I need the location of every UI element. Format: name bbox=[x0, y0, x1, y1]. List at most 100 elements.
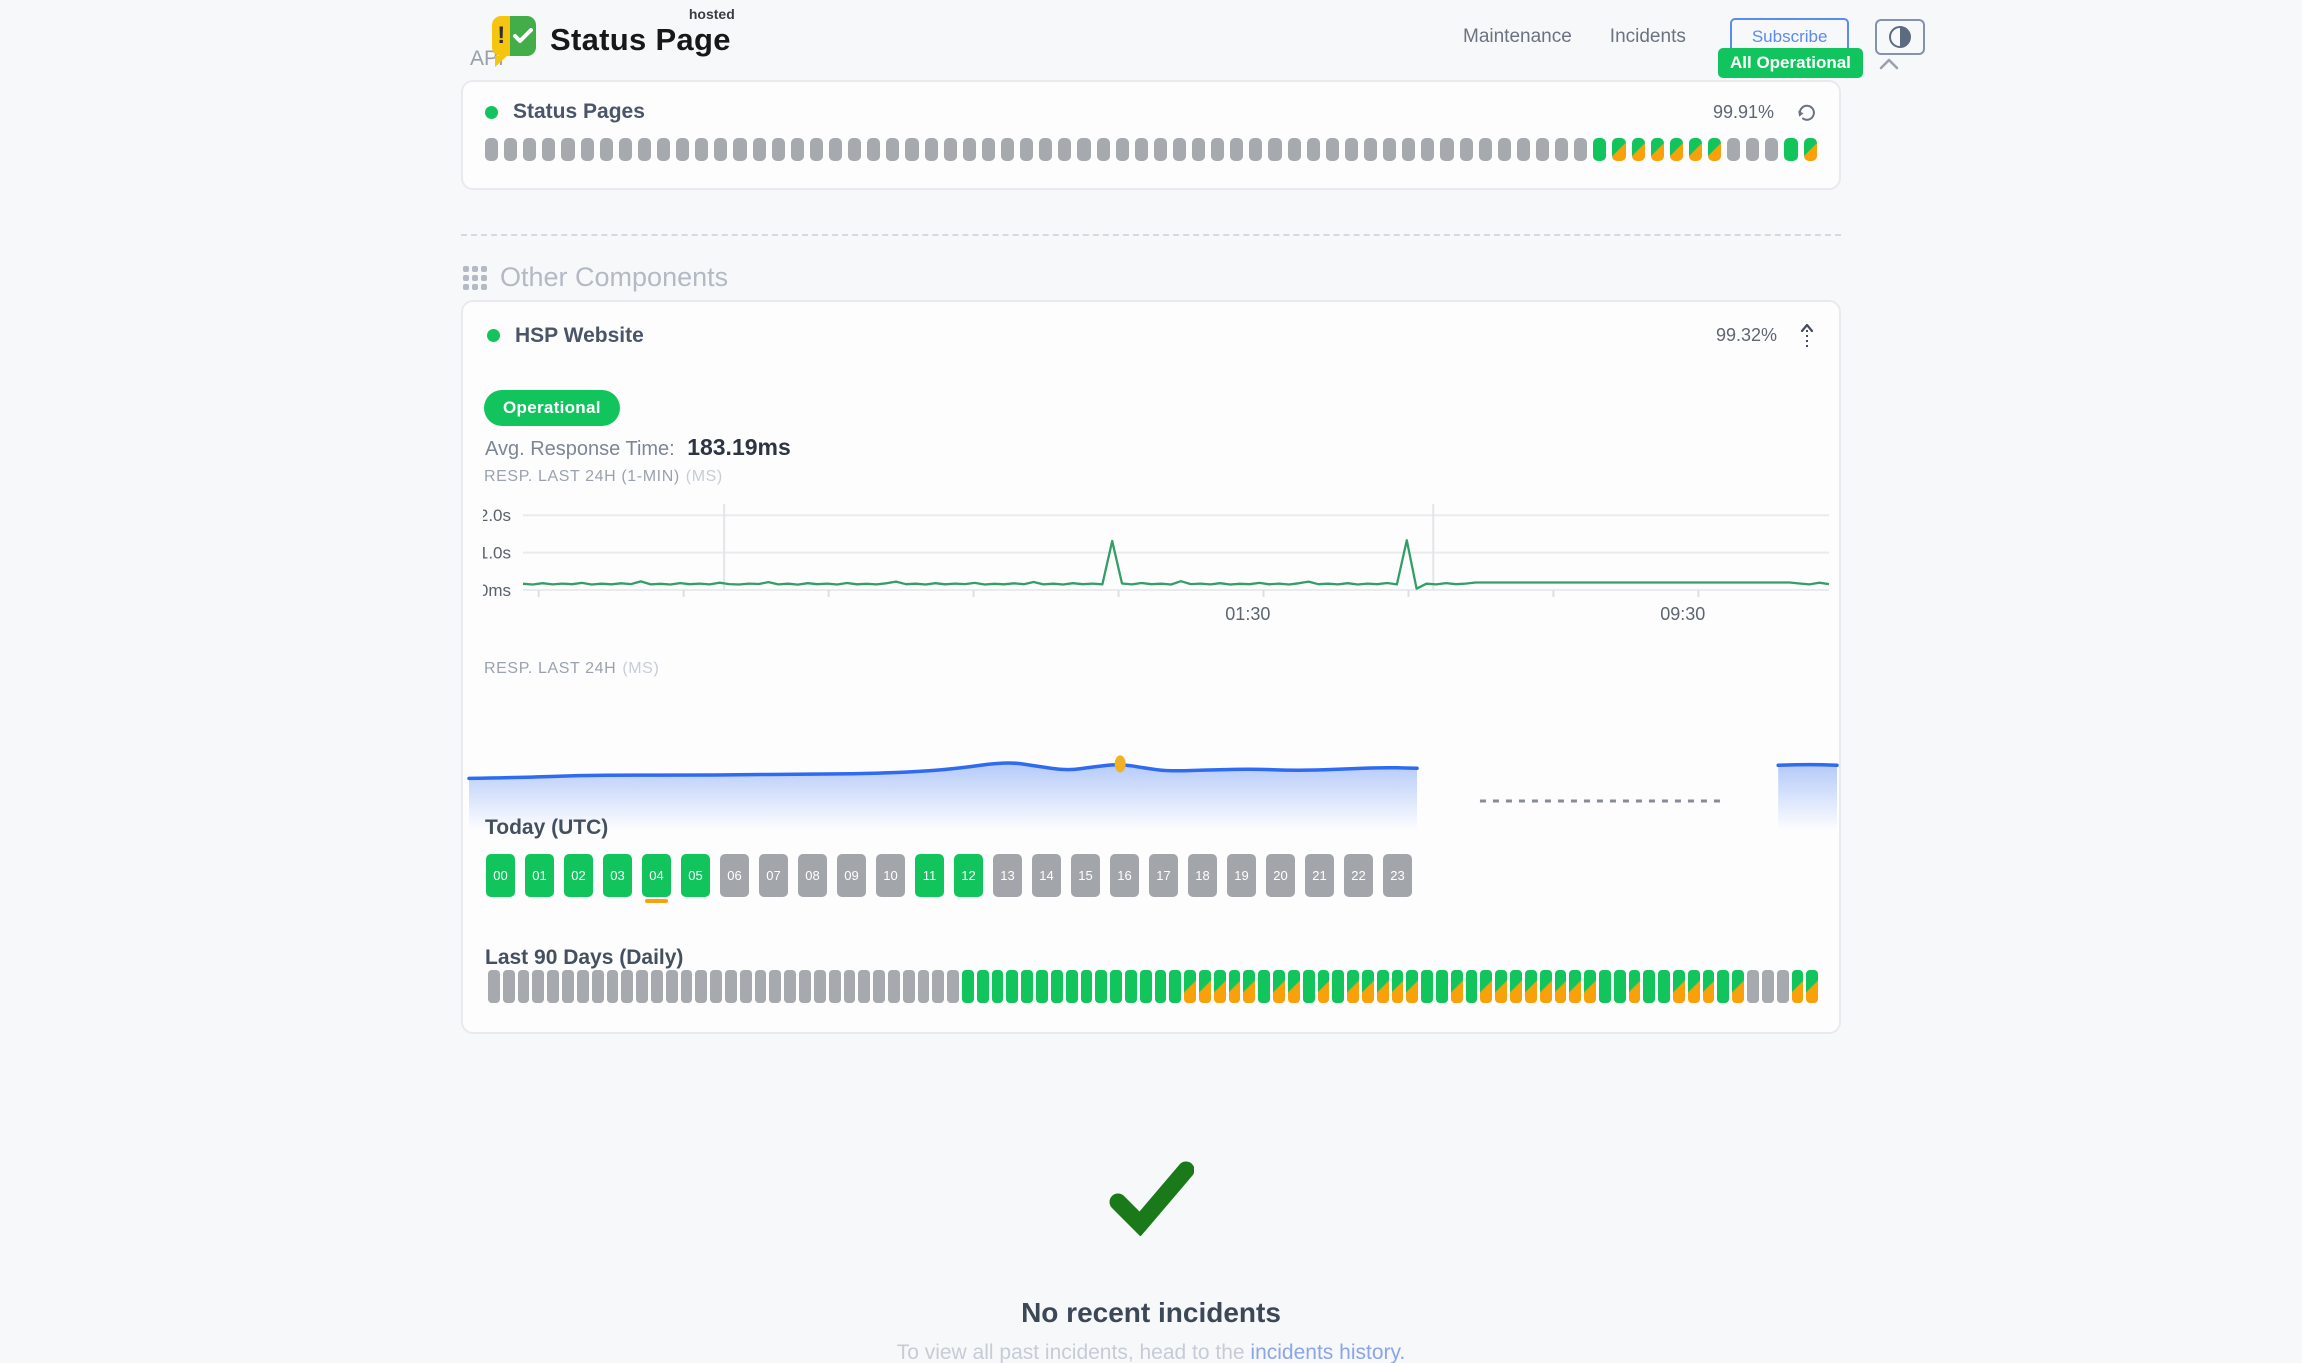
uptime-bar-nodata bbox=[1478, 138, 1492, 161]
last90-title: Last 90 Days (Daily) bbox=[485, 946, 684, 969]
svg-text:2.0s: 2.0s bbox=[483, 506, 511, 525]
day-bar-up bbox=[1021, 970, 1034, 1003]
day-bar-degraded bbox=[1806, 970, 1819, 1003]
day-bar-degraded bbox=[1732, 970, 1745, 1003]
day-bar-up bbox=[991, 970, 1004, 1003]
avg-response-row: Avg. Response Time: 183.19ms bbox=[485, 434, 791, 461]
svg-text:1.0s: 1.0s bbox=[483, 544, 511, 563]
section-title-other: Other Components bbox=[463, 262, 728, 293]
uptime-percentage: 99.32% bbox=[1715, 325, 1777, 345]
status-dot bbox=[487, 329, 500, 342]
uptime-bar-nodata bbox=[1287, 138, 1301, 161]
site-title-superscript: hosted bbox=[688, 6, 735, 22]
day-bar-degraded bbox=[1480, 970, 1493, 1003]
refresh-icon[interactable] bbox=[1796, 102, 1817, 123]
svg-text:09:30: 09:30 bbox=[1660, 604, 1705, 624]
hour-cell-08: 08 bbox=[798, 854, 827, 897]
hsp-website-card: HSP Website 99.32% Operational Avg. Resp… bbox=[461, 300, 1841, 1034]
theme-toggle-button[interactable] bbox=[1875, 19, 1926, 55]
hour-cell-19: 19 bbox=[1227, 854, 1256, 897]
day-bar-degraded bbox=[1361, 970, 1374, 1003]
uptime-bar-nodata bbox=[867, 138, 881, 161]
hour-cell-04: 04 bbox=[642, 854, 671, 903]
day-bar-up bbox=[1658, 970, 1670, 1003]
uptime-bar-up bbox=[1593, 138, 1607, 161]
response-time-line-chart: 0ms 1.0s 2.0s 01:30 09:30 bbox=[483, 504, 1830, 624]
uptime-bar-nodata bbox=[1383, 138, 1397, 161]
nav-maintenance[interactable]: Maintenance bbox=[1463, 26, 1572, 47]
day-bar-nodata bbox=[695, 970, 708, 1003]
uptime-bar-nodata bbox=[752, 138, 766, 161]
hour-cell-18: 18 bbox=[1188, 854, 1217, 897]
day-bar-nodata bbox=[650, 970, 663, 1003]
operational-badge: Operational bbox=[484, 390, 620, 426]
component-name: Status Pages bbox=[513, 100, 645, 123]
uptime-bar-nodata bbox=[695, 138, 709, 161]
hour-cell-06: 06 bbox=[720, 854, 749, 897]
nav-incidents[interactable]: Incidents bbox=[1609, 26, 1686, 47]
uptime-bar-nodata bbox=[1134, 138, 1148, 161]
uptime-bar-nodata bbox=[1497, 138, 1511, 161]
day-bar-up bbox=[1258, 970, 1271, 1003]
incidents-history-link[interactable]: incidents history. bbox=[1250, 1341, 1406, 1363]
uptime-bar-nodata bbox=[1364, 138, 1378, 161]
day-bar-nodata bbox=[547, 970, 560, 1003]
uptime-bar-nodata bbox=[981, 138, 995, 161]
check-bubble-icon bbox=[510, 16, 536, 56]
day-bar-nodata bbox=[932, 970, 945, 1003]
day-bar-nodata bbox=[843, 970, 856, 1003]
uptime-bar-nodata bbox=[828, 138, 843, 161]
day-bar-degraded bbox=[1450, 970, 1463, 1003]
hour-cell-21: 21 bbox=[1305, 854, 1334, 897]
svg-text:01:30: 01:30 bbox=[1225, 604, 1270, 624]
day-bar-nodata bbox=[769, 970, 782, 1003]
day-bar-up bbox=[1095, 970, 1108, 1003]
day-bar-nodata bbox=[799, 970, 811, 1003]
uptime-bar-nodata bbox=[886, 138, 900, 161]
day-bar-degraded bbox=[1199, 970, 1211, 1003]
hour-cell-10: 10 bbox=[876, 854, 905, 897]
svg-text:0ms: 0ms bbox=[483, 581, 511, 600]
day-bar-degraded bbox=[1628, 970, 1641, 1003]
day-bar-degraded bbox=[1495, 970, 1508, 1003]
uptime-bar-degraded bbox=[1669, 138, 1683, 161]
chart2-title: RESP. LAST 24H (MS) bbox=[484, 660, 660, 677]
day-bar-up bbox=[1050, 970, 1063, 1003]
logo-icon: ! bbox=[492, 16, 536, 67]
no-incidents-section: No recent incidents To view all past inc… bbox=[0, 1160, 2302, 1363]
arrow-up-dotted-icon[interactable] bbox=[1799, 322, 1815, 349]
uptime-bar-nodata bbox=[924, 138, 938, 161]
day-bar-nodata bbox=[517, 970, 530, 1003]
day-bar-nodata bbox=[488, 970, 500, 1003]
uptime-bar-nodata bbox=[542, 138, 556, 161]
uptime-bar-nodata bbox=[1096, 138, 1110, 161]
uptime-bar-nodata bbox=[905, 138, 919, 161]
status-dot bbox=[485, 105, 498, 119]
logo-text: Status Page hosted bbox=[550, 6, 735, 58]
hour-cell-03: 03 bbox=[603, 854, 632, 897]
chevron-up-icon[interactable] bbox=[1879, 57, 1899, 70]
uptime-bar-nodata bbox=[1574, 138, 1588, 161]
day-bar-up bbox=[1421, 970, 1433, 1003]
day-bar-degraded bbox=[1539, 970, 1552, 1003]
hour-cell-22: 22 bbox=[1344, 854, 1373, 897]
hour-cell-07: 07 bbox=[759, 854, 788, 897]
logo[interactable]: ! Status Page hosted bbox=[492, 6, 735, 67]
day-bar-nodata bbox=[636, 970, 648, 1003]
day-bar-degraded bbox=[1673, 970, 1685, 1003]
day-bar-degraded bbox=[1243, 970, 1256, 1003]
day-bar-nodata bbox=[828, 970, 841, 1003]
uptime-percentage: 99.91% bbox=[1712, 101, 1774, 122]
hour-cell-02: 02 bbox=[564, 854, 593, 897]
today-title: Today (UTC) bbox=[485, 816, 609, 839]
day-bar-nodata bbox=[1776, 970, 1789, 1003]
day-bar-nodata bbox=[784, 970, 797, 1003]
day-bar-degraded bbox=[1317, 970, 1330, 1003]
day-bar-up bbox=[1154, 970, 1167, 1003]
uptime-bar-nodata bbox=[1192, 138, 1206, 161]
contrast-icon bbox=[1889, 26, 1912, 48]
day-bar-degraded bbox=[1702, 970, 1715, 1003]
last90-day-bars bbox=[488, 970, 1819, 1003]
section-divider bbox=[461, 234, 1841, 236]
